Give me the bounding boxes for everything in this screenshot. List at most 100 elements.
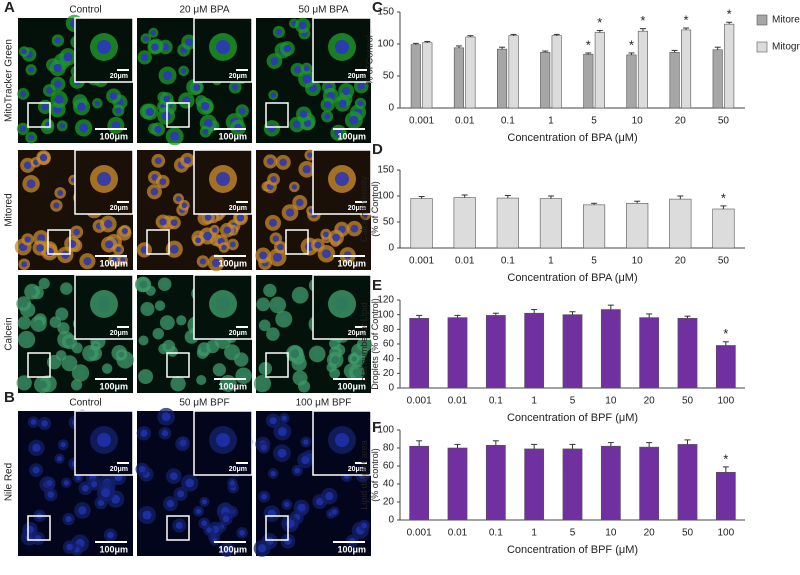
- nucleus: [324, 101, 332, 109]
- nucleus: [54, 80, 62, 88]
- scale-small: 20μm: [110, 330, 128, 337]
- bar: [524, 448, 545, 521]
- nucleus: [161, 412, 171, 422]
- nucleus: [335, 40, 349, 54]
- y-tick-label: 150: [377, 7, 394, 18]
- significance: *: [640, 13, 645, 28]
- scale-large: 100μm: [218, 258, 247, 268]
- scale-large: 100μm: [218, 544, 247, 554]
- nucleus: [350, 224, 359, 233]
- x-tick-label: 10: [632, 256, 644, 267]
- error-bar: [646, 313, 653, 318]
- nucleus: [34, 319, 43, 328]
- nucleus: [121, 227, 128, 235]
- nucleus: [157, 303, 163, 309]
- significance: *: [723, 326, 728, 341]
- bar: [562, 314, 583, 389]
- nucleus: [34, 535, 42, 542]
- error-bar: [585, 52, 592, 55]
- y-tick-label: 100: [377, 309, 394, 320]
- roi-box: [166, 515, 190, 541]
- roi-box: [166, 352, 190, 378]
- x-tick-label: 1: [531, 528, 537, 539]
- nucleus: [296, 198, 304, 207]
- scale-large: 100μm: [218, 381, 247, 391]
- nucleus: [143, 305, 151, 313]
- nucleus: [325, 492, 334, 501]
- x-axis-label: Concentration of BPA (μM): [507, 132, 637, 144]
- nucleus: [20, 379, 29, 387]
- nucleus: [78, 506, 87, 515]
- x-tick-label: 0.01: [448, 528, 468, 539]
- error-bar: [726, 21, 733, 25]
- nucleus: [54, 37, 61, 44]
- inset: [312, 17, 372, 83]
- nucleus: [148, 288, 154, 294]
- nucleus: [105, 240, 114, 249]
- scale-large: 100μm: [337, 131, 366, 141]
- x-tick-label: 10: [605, 528, 617, 539]
- nucleus: [195, 237, 202, 244]
- nucleus: [60, 441, 66, 448]
- error-bar: [722, 341, 729, 346]
- nucleus: [277, 448, 287, 458]
- nucleus: [161, 280, 169, 288]
- nucleus: [299, 110, 308, 118]
- nucleus: [41, 280, 48, 287]
- error-bar: [492, 440, 499, 446]
- nucleus: [111, 121, 121, 130]
- column-header: 50 μM BPA: [298, 5, 348, 16]
- nucleus: [101, 488, 111, 498]
- nucleus: [20, 90, 27, 97]
- roi-box: [146, 229, 170, 255]
- nucleus: [21, 48, 27, 55]
- nucleus: [170, 131, 180, 141]
- nucleus: [284, 501, 290, 508]
- nucleus: [351, 356, 357, 362]
- error-bar: [628, 52, 635, 55]
- nucleus: [204, 118, 213, 128]
- bar: [637, 30, 648, 109]
- nucleus: [237, 355, 245, 364]
- y-tick-label: 40: [383, 479, 395, 490]
- x-axis-label: Concentration of BPF (μM): [507, 412, 638, 424]
- nucleus: [216, 433, 230, 447]
- scale-small: 20μm: [229, 330, 247, 337]
- y-tick-label: 0: [388, 243, 394, 254]
- nucleus: [270, 470, 276, 477]
- nucleus: [86, 349, 95, 358]
- nucleus: [19, 125, 27, 132]
- bar: [626, 54, 637, 109]
- y-axis-label: % of Control: [364, 35, 374, 85]
- nucleus: [216, 40, 230, 54]
- error-bar: [510, 33, 517, 36]
- nucleus: [141, 372, 150, 381]
- nucleus: [223, 545, 231, 554]
- nucleus: [115, 107, 122, 114]
- nucleus: [331, 370, 338, 377]
- nucleus: [335, 297, 349, 311]
- y-tick-label: 100: [377, 425, 394, 436]
- error-bar: [722, 466, 729, 473]
- error-bar: [455, 45, 462, 48]
- scale-small: 20μm: [229, 466, 247, 473]
- bar: [409, 445, 430, 521]
- nucleus: [223, 379, 233, 388]
- bar: [669, 198, 692, 249]
- nucleus: [223, 226, 231, 234]
- x-tick-label: 50: [718, 256, 730, 267]
- nucleus: [342, 87, 351, 96]
- nucleus: [60, 325, 67, 332]
- roi-box: [27, 352, 51, 378]
- scale-large: 100μm: [337, 381, 366, 391]
- nucleus: [77, 102, 86, 112]
- x-tick-label: 20: [675, 256, 687, 267]
- nucleus: [185, 478, 195, 488]
- nucleus: [73, 382, 80, 388]
- x-tick-label: 10: [632, 116, 644, 127]
- error-bar: [639, 28, 646, 32]
- nucleus: [331, 509, 338, 515]
- nucleus: [216, 172, 230, 186]
- y-tick-label: 150: [377, 165, 394, 176]
- x-tick-label: 1: [531, 396, 537, 407]
